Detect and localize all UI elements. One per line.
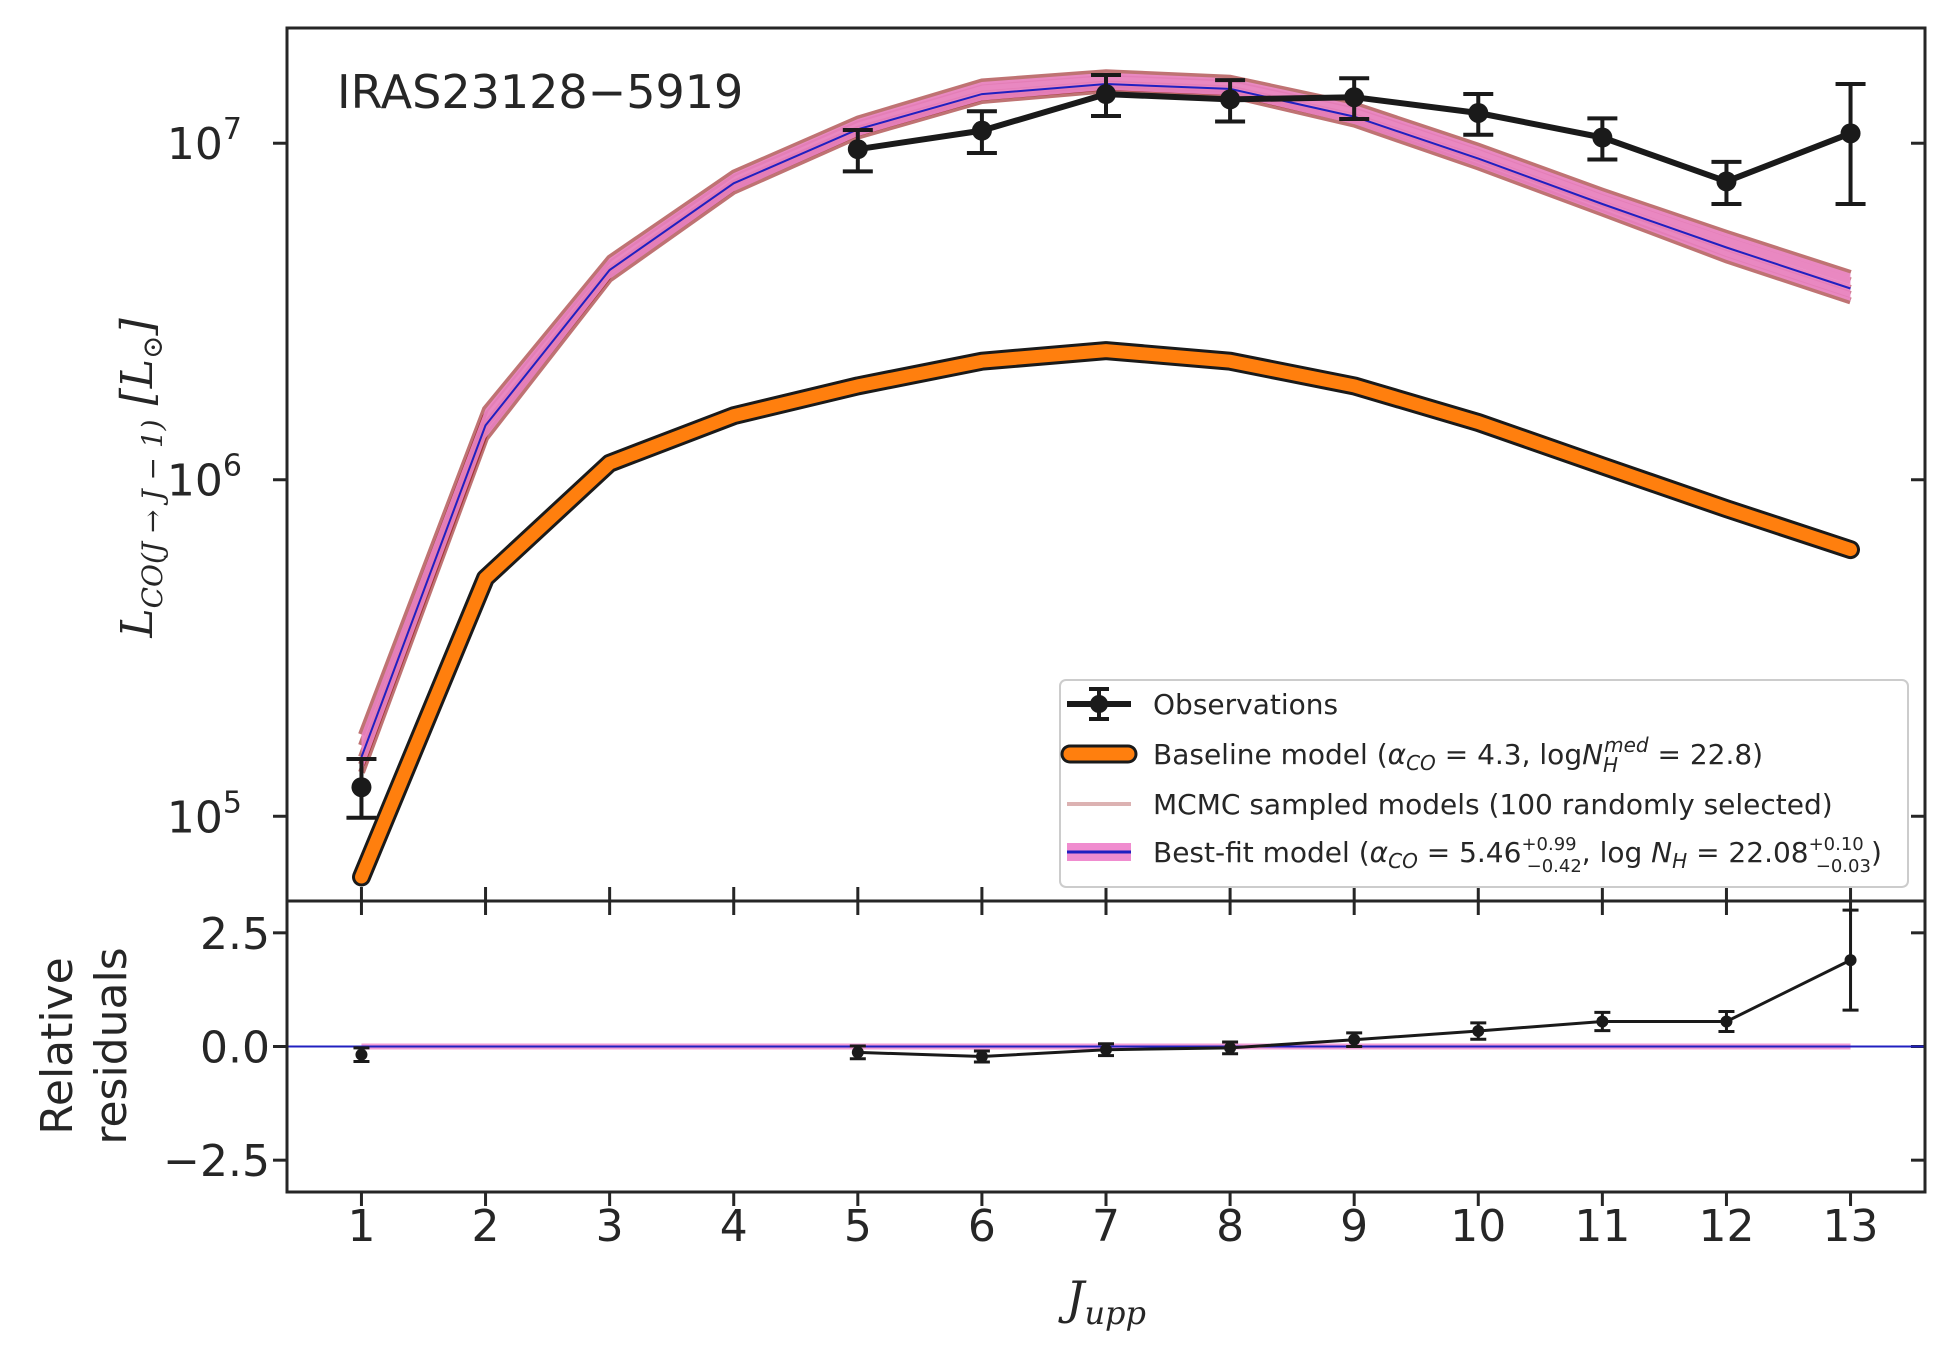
- bottom-y-tick-label: −2.5: [163, 1136, 270, 1187]
- bottom-y-axis-label-line1: Relative: [32, 957, 83, 1134]
- observation-point: [971, 120, 992, 141]
- x-tick-label: 6: [968, 1201, 996, 1252]
- residual-point: [1596, 1015, 1609, 1028]
- bottom-y-tick-labels: 2.5 0.0 −2.5: [163, 909, 270, 1187]
- bottom-panel: 2.50.0−2.5 1 2 3 4 5 6 7 8 9 10 11 12 13 Relative re…: [32, 899, 1927, 1332]
- bottom-y-tick-label: 2.5: [200, 909, 270, 960]
- residual-point: [1844, 954, 1857, 967]
- x-tick-label: 3: [596, 1201, 624, 1252]
- observation-point: [1468, 102, 1489, 123]
- residuals-points: [353, 908, 1859, 1064]
- residual-point: [1720, 1015, 1733, 1028]
- top-panel: IRAS23128−5919 105 106 107 LCO(J → J − 1) […: [112, 26, 1927, 903]
- residual-point: [1224, 1041, 1237, 1054]
- ylabel-main: L: [112, 608, 163, 638]
- observation-point: [1716, 171, 1737, 192]
- legend-best-fit: Best-fit model (αCO = 5.46+0.99 −0.42, lo…: [1067, 834, 1882, 877]
- observations-points: [346, 72, 1866, 820]
- x-tick-label: 8: [1216, 1201, 1244, 1252]
- residual-point: [975, 1050, 988, 1063]
- x-tick-label: 11: [1574, 1201, 1630, 1252]
- top-y-tick-label: 105: [167, 785, 242, 843]
- residual-point: [1348, 1033, 1361, 1046]
- x-tick-label: 1: [347, 1201, 375, 1252]
- observation-point: [1096, 84, 1116, 105]
- observation-point: [1220, 89, 1241, 110]
- residual-point: [355, 1048, 368, 1061]
- top-y-ticks: [273, 141, 1925, 818]
- observation-point: [1592, 127, 1613, 148]
- x-tick-label: 10: [1450, 1201, 1506, 1252]
- panel-title: IRAS23128−5919: [337, 65, 743, 119]
- observation-point: [847, 139, 868, 160]
- x-tick-label: 7: [1092, 1201, 1120, 1252]
- legend-baseline: Baseline model (αCO = 4.3, logNHmed = 22…: [1060, 733, 1763, 777]
- baseline-model-line: [355, 344, 1857, 884]
- ylabel-unit: [L: [112, 359, 163, 405]
- x-tick-label: 9: [1340, 1201, 1368, 1252]
- legend: Observations Baseline model (αCO = 4.3, …: [1059, 679, 1909, 888]
- bottom-x-ticks: [359, 901, 1853, 1206]
- x-tick-label: 4: [720, 1201, 748, 1252]
- bottom-y-tick-label: 0.0: [200, 1023, 270, 1074]
- legend-observations: Observations: [1067, 687, 1338, 721]
- ylabel-unit-symbol: ⊙: [136, 336, 169, 359]
- legend-label-best-fit: Best-fit model (αCO = 5.46+0.99 −0.42, lo…: [1153, 834, 1882, 877]
- ylabel-sub: CO(J → J − 1): [136, 419, 169, 608]
- top-x-ticks: [359, 887, 1853, 901]
- residual-point: [851, 1046, 864, 1059]
- observation-point: [1344, 87, 1365, 108]
- legend-label-baseline: Baseline model (αCO = 4.3, logNHmed = 22…: [1153, 733, 1763, 777]
- observation-point: [351, 777, 372, 798]
- x-tick-label: 5: [844, 1201, 872, 1252]
- legend-label-observations: Observations: [1153, 688, 1338, 721]
- bottom-y-axis-label-line2: residuals: [86, 947, 137, 1144]
- x-tick-label: 12: [1698, 1201, 1754, 1252]
- legend-frame: [1059, 679, 1909, 888]
- top-y-tick-label: 107: [167, 112, 242, 170]
- x-tick-label: 2: [472, 1201, 500, 1252]
- legend-label-mcmc: MCMC sampled models (100 randomly select…: [1153, 788, 1833, 821]
- legend-mcmc: MCMC sampled models (100 randomly select…: [1067, 788, 1833, 821]
- x-tick-labels: 1 2 3 4 5 6 7 8 9 10 11 12 13: [347, 1201, 1878, 1252]
- observation-point: [1840, 123, 1861, 144]
- top-y-tick-labels: 105 106 107: [167, 112, 242, 843]
- residual-point: [1100, 1043, 1112, 1056]
- top-y-axis-label: LCO(J → J − 1) [L⊙]: [112, 318, 169, 639]
- ylabel-unit-end: ]: [112, 318, 163, 337]
- top-y-tick-label: 106: [167, 449, 242, 507]
- bottom-panel-frame: [285, 899, 1927, 1194]
- residual-point: [1472, 1025, 1485, 1038]
- x-tick-label: 13: [1823, 1201, 1879, 1252]
